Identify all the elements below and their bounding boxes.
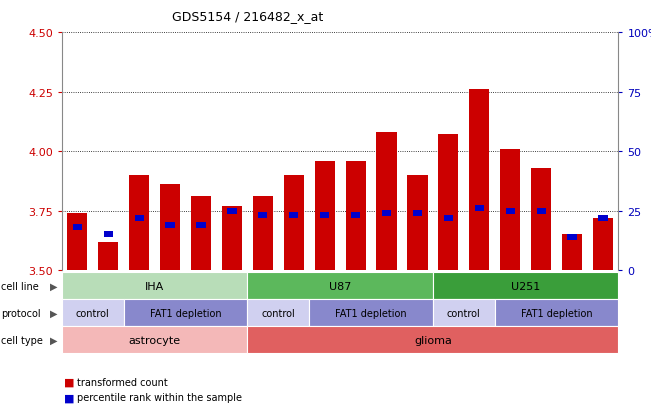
- Bar: [197, 223, 206, 228]
- Text: ■: ■: [64, 392, 74, 402]
- Bar: [165, 223, 174, 228]
- Bar: [227, 208, 236, 214]
- Text: FAT1 depletion: FAT1 depletion: [150, 308, 221, 318]
- Text: control: control: [76, 308, 109, 318]
- Bar: [98, 242, 118, 271]
- Bar: [598, 215, 607, 221]
- Bar: [506, 208, 515, 214]
- Text: transformed count: transformed count: [77, 377, 167, 387]
- Bar: [382, 211, 391, 216]
- Bar: [191, 197, 211, 271]
- Bar: [284, 176, 304, 271]
- Bar: [438, 135, 458, 271]
- Bar: [258, 213, 268, 219]
- Text: ▶: ▶: [50, 335, 58, 345]
- Bar: [444, 215, 453, 221]
- Text: percentile rank within the sample: percentile rank within the sample: [77, 392, 242, 402]
- Text: protocol: protocol: [1, 308, 40, 318]
- Bar: [531, 169, 551, 271]
- Bar: [222, 206, 242, 271]
- Bar: [104, 232, 113, 238]
- Bar: [469, 90, 490, 271]
- Bar: [568, 234, 577, 240]
- Bar: [73, 225, 82, 231]
- Bar: [408, 176, 428, 271]
- Text: FAT1 depletion: FAT1 depletion: [335, 308, 407, 318]
- Bar: [67, 214, 87, 271]
- Bar: [346, 161, 366, 271]
- Bar: [129, 176, 149, 271]
- Text: cell type: cell type: [1, 335, 42, 345]
- Bar: [314, 161, 335, 271]
- Bar: [475, 206, 484, 212]
- Text: GDS5154 / 216482_x_at: GDS5154 / 216482_x_at: [172, 10, 323, 23]
- Bar: [562, 235, 582, 271]
- Bar: [413, 211, 422, 216]
- Bar: [593, 218, 613, 271]
- Text: U251: U251: [511, 281, 540, 291]
- Text: glioma: glioma: [414, 335, 452, 345]
- Bar: [160, 185, 180, 271]
- Text: ▶: ▶: [50, 308, 58, 318]
- Text: astrocyte: astrocyte: [128, 335, 181, 345]
- Bar: [135, 215, 144, 221]
- Text: ▶: ▶: [50, 281, 58, 291]
- Bar: [289, 213, 298, 219]
- Bar: [351, 213, 360, 219]
- Text: FAT1 depletion: FAT1 depletion: [521, 308, 592, 318]
- Bar: [320, 213, 329, 219]
- Text: control: control: [262, 308, 295, 318]
- Bar: [500, 150, 520, 271]
- Bar: [536, 208, 546, 214]
- Text: ■: ■: [64, 377, 74, 387]
- Text: IHA: IHA: [145, 281, 164, 291]
- Text: control: control: [447, 308, 480, 318]
- Bar: [253, 197, 273, 271]
- Text: cell line: cell line: [1, 281, 38, 291]
- Bar: [376, 133, 396, 271]
- Text: U87: U87: [329, 281, 352, 291]
